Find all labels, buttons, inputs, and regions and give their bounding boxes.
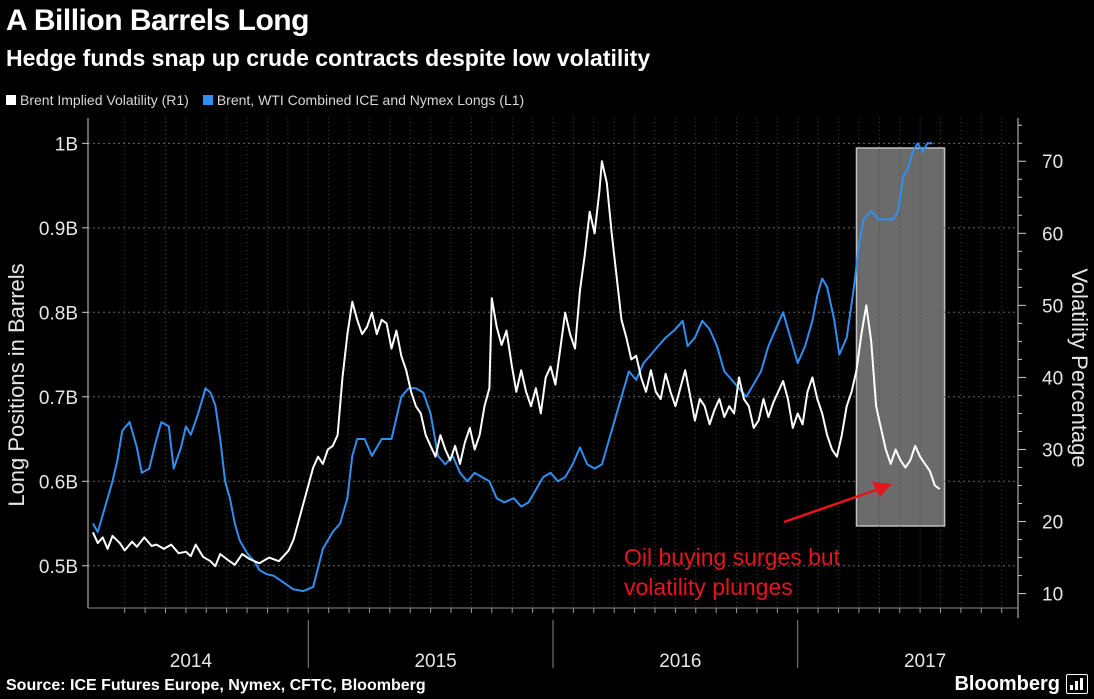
annotation-arrow <box>783 488 877 524</box>
y-left-tick-label: 0.9B <box>39 219 78 240</box>
x-tick-label: 2014 <box>170 651 213 672</box>
chart-subtitle: Hedge funds snap up crude contracts desp… <box>6 45 651 71</box>
brand-name: Bloomberg <box>954 673 1060 695</box>
legend-item-longs: Brent, WTI Combined ICE and Nymex Longs … <box>202 92 525 108</box>
legend-item-volatility: Brent Implied Volatility (R1) <box>6 92 189 108</box>
legend-label-longs: Brent, WTI Combined ICE and Nymex Longs … <box>216 92 525 108</box>
y-left-tick-label: 0.5B <box>39 557 78 578</box>
legend-swatch-blue <box>202 95 213 105</box>
y-right-tick-label: 50 <box>1042 296 1063 317</box>
y-left-tick-label: 1B <box>55 134 78 155</box>
y-right-tick-label: 20 <box>1042 513 1063 534</box>
annotation-arrow-head <box>872 482 892 497</box>
y-axis-right-label: Volatility Percentage <box>1067 268 1092 467</box>
longs-line <box>92 142 933 593</box>
y-left-tick-label: 0.7B <box>39 388 78 409</box>
legend-swatch-white <box>6 95 16 105</box>
y-right-tick-label: 10 <box>1042 585 1063 606</box>
axes: 0.5B 0.6B 0.7B 0.8B 0.9B 1B 10 20 30 40 50 60 70 2014… <box>39 118 1063 672</box>
y-right-tick-label: 30 <box>1042 440 1063 461</box>
bloomberg-bars-icon <box>1066 674 1088 694</box>
y-right-tick-label: 60 <box>1042 224 1063 245</box>
annotation-text-line2: volatility plunges <box>624 574 793 600</box>
series-lines <box>91 142 941 593</box>
y-right-tick-label: 70 <box>1042 152 1063 173</box>
y-left-tick-label: 0.8B <box>39 303 78 324</box>
volatility-line <box>91 160 941 568</box>
y-right-tick-label: 40 <box>1042 368 1063 389</box>
grid <box>88 118 1018 608</box>
chart-title: A Billion Barrels Long <box>6 4 309 37</box>
y-left-tick-label: 0.6B <box>39 472 78 493</box>
x-tick-label: 2015 <box>414 651 456 672</box>
legend-label-volatility: Brent Implied Volatility (R1) <box>20 92 189 108</box>
x-tick-label: 2016 <box>659 651 701 672</box>
x-tick-label: 2017 <box>904 651 946 672</box>
annotation-text-line1: Oil buying surges but <box>624 544 841 570</box>
y-axis-left-label: Long Positions in Barrels <box>4 263 29 506</box>
legend: Brent Implied Volatility (R1) Brent, WTI… <box>6 92 524 108</box>
source-note: Source: ICE Futures Europe, Nymex, CFTC,… <box>6 677 426 694</box>
